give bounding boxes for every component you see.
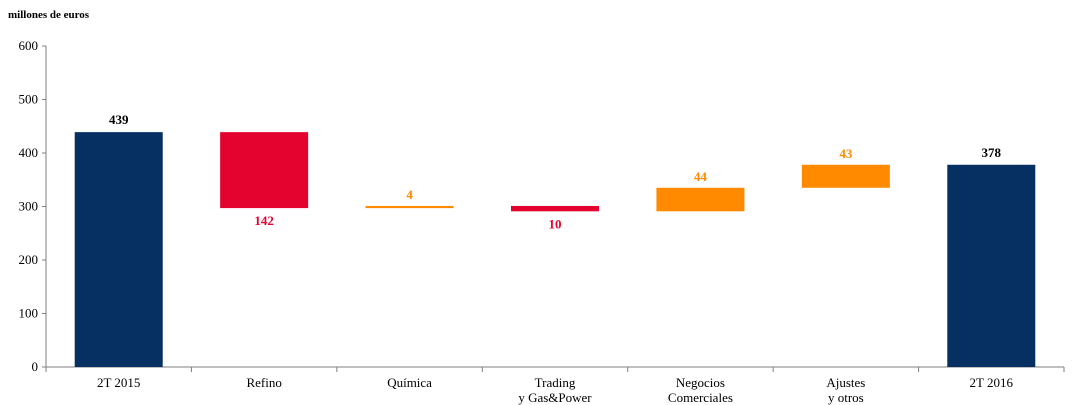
bar-decrease (220, 132, 309, 209)
unit-label: millones de euros (8, 9, 90, 21)
data-label: 4 (406, 187, 413, 202)
data-labels: 439 142 4 10 44 43 378 (109, 112, 1002, 231)
y-tick-label: 0 (32, 359, 39, 374)
bar-increase (365, 205, 454, 209)
category-label: Comerciales (668, 390, 733, 405)
y-tick-label: 400 (19, 145, 39, 160)
bar-increase (801, 164, 890, 188)
bar-increase (656, 187, 745, 212)
y-tick-label: 100 (19, 306, 39, 321)
axes: 0 100 200 300 400 500 600 (19, 38, 1065, 374)
bars (74, 132, 1036, 367)
category-label: Ajustes (826, 375, 865, 390)
data-label: 43 (839, 146, 853, 161)
category-label: 2T 2016 (970, 375, 1014, 390)
data-label: 142 (254, 213, 274, 228)
bar-total (947, 164, 1036, 367)
y-tick-label: 200 (19, 252, 39, 267)
category-label: 2T 2015 (97, 375, 140, 390)
data-label: 10 (549, 216, 562, 231)
category-label: Trading (535, 375, 576, 390)
bar-decrease (511, 205, 599, 212)
y-tick-label: 600 (19, 38, 39, 53)
data-label: 378 (982, 145, 1002, 160)
category-label: y otros (828, 390, 864, 405)
y-tick-label: 500 (19, 92, 39, 107)
category-label: Química (387, 375, 432, 390)
data-label: 44 (694, 169, 708, 184)
data-label: 439 (109, 112, 129, 127)
bar-total (74, 132, 163, 367)
category-label: Negocios (676, 375, 725, 390)
category-label: y Gas&Power (518, 390, 592, 405)
category-label: Refino (246, 375, 281, 390)
y-tick-label: 300 (19, 199, 39, 214)
